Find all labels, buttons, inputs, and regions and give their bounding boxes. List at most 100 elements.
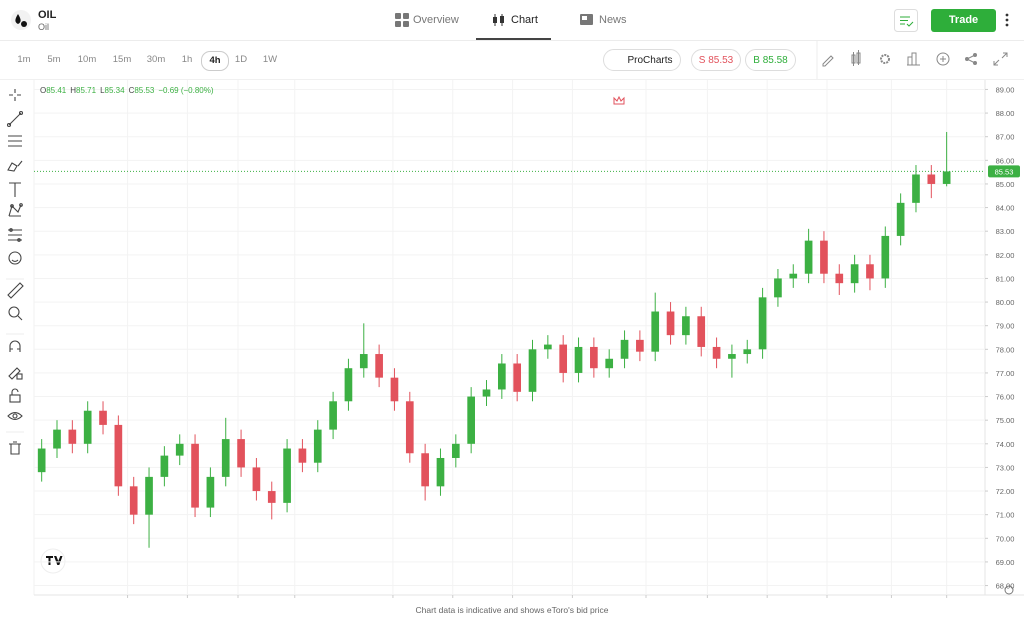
news-icon <box>580 14 593 25</box>
interval[interactable]: 30m <box>146 54 166 65</box>
candle-body <box>820 240 828 274</box>
candle-body <box>252 467 261 492</box>
candle-body <box>850 264 859 284</box>
x-tick-label: 22 <box>823 599 831 600</box>
chart-tools <box>816 41 1008 79</box>
x-tick-label: Mar <box>640 599 653 600</box>
x-tick-label: 15 <box>234 599 242 600</box>
candle-body <box>605 358 614 369</box>
candle-body <box>283 448 291 503</box>
ohlc-change: −0.69 (−0.80%) <box>158 86 213 95</box>
candle-body <box>528 349 537 392</box>
ohlc-value: 85.53 <box>134 86 155 95</box>
y-tick-label: 72.00 <box>996 487 1015 496</box>
candle-body <box>712 346 721 359</box>
candle-body <box>436 457 445 487</box>
x-tick-label: 22 <box>568 599 576 600</box>
y-tick-label: 84.00 <box>996 204 1015 213</box>
candle-body <box>191 443 199 508</box>
candle-body <box>68 429 77 444</box>
candle-body <box>574 346 583 373</box>
candle-body <box>221 439 230 477</box>
x-tick-label: 20 <box>291 599 299 600</box>
tab[interactable]: Chart <box>476 0 551 40</box>
y-tick-label: 76.00 <box>996 393 1015 402</box>
trade-button[interactable]: Trade <box>931 9 996 32</box>
ohlc-label: C <box>129 86 135 95</box>
tradingview-logo <box>40 548 66 574</box>
interval[interactable]: 1W <box>262 54 278 65</box>
candle-body <box>728 354 736 359</box>
candle-body <box>789 273 798 279</box>
candle-body <box>804 240 813 274</box>
candle-body <box>421 453 429 487</box>
settings-icon[interactable] <box>1004 585 1014 595</box>
candle-body <box>682 316 690 336</box>
candle-body <box>298 448 307 463</box>
interval[interactable]: 5m <box>47 54 61 65</box>
y-tick-label: 70.00 <box>996 534 1015 543</box>
watchlist-button[interactable] <box>894 9 918 32</box>
candle-body <box>544 344 552 350</box>
candle-body <box>497 363 506 390</box>
candle-body <box>83 410 92 444</box>
menu-button[interactable] <box>1004 12 1010 28</box>
header: OIL Oil Overview Chart News Trade <box>0 0 1024 41</box>
candle-body <box>912 174 920 203</box>
y-tick-label: 80.00 <box>996 298 1015 307</box>
candle-body <box>390 377 399 402</box>
x-tick-label: 8 <box>705 599 709 600</box>
y-tick-label: 81.00 <box>996 274 1015 283</box>
x-tick-label: 15 <box>763 599 771 600</box>
ohlc-label: L <box>100 86 105 95</box>
candle-body <box>53 429 61 449</box>
y-tick-label: 88.00 <box>996 109 1015 118</box>
candle-body <box>114 424 123 487</box>
symbol: OIL <box>38 9 57 21</box>
candle-body <box>129 486 138 515</box>
candle-body <box>774 278 782 298</box>
candle-body <box>651 311 660 352</box>
y-tick-label: 85.00 <box>996 180 1015 189</box>
interval[interactable]: 1h <box>181 54 193 65</box>
toolbar: 1m 5m 10m 15m 30m 1h 4h 1D 1W ProCharts … <box>0 41 1024 105</box>
candle-body <box>927 174 936 184</box>
candle-body <box>866 264 874 279</box>
instrument-name: Oil <box>38 22 49 32</box>
x-tick-label: 8 <box>451 599 455 600</box>
grid <box>34 80 985 595</box>
candle-body <box>467 396 475 444</box>
sell-button[interactable]: S 85.53 <box>691 49 741 71</box>
y-tick-label: 69.00 <box>996 558 1015 567</box>
interval[interactable]: 1m <box>17 54 31 65</box>
candle-body <box>942 171 951 184</box>
interval[interactable]: 4h <box>201 51 229 71</box>
tab[interactable]: Overview <box>413 14 459 26</box>
procharts-button[interactable]: ProCharts <box>603 49 681 71</box>
x-tick-label: Feb <box>386 599 399 600</box>
tab[interactable]: News <box>599 14 627 26</box>
candle-body <box>590 346 598 369</box>
crown-icon <box>613 96 625 105</box>
ohlc-value: 85.34 <box>105 86 126 95</box>
y-tick-label: 78.00 <box>996 345 1015 354</box>
candle-body <box>37 448 46 473</box>
x-tick-label: Apr <box>886 599 898 600</box>
interval[interactable]: 10m <box>77 54 97 65</box>
buy-button[interactable]: B 85.58 <box>745 49 796 71</box>
candle-body <box>620 339 629 359</box>
candle-body <box>758 297 767 350</box>
x-tick-label: 2024 <box>119 599 136 600</box>
candle-body <box>697 316 706 347</box>
candle-body <box>359 354 368 369</box>
overview-icon <box>395 13 409 27</box>
y-tick-label: 83.00 <box>996 227 1015 236</box>
candle-body <box>482 389 491 397</box>
y-tick-label: 77.00 <box>996 369 1015 378</box>
candle-body <box>145 476 153 515</box>
price-chart: 68.00 69.00 70.00 71.00 72.00 73.00 74.00 75.00… <box>33 80 1024 600</box>
y-tick-label: 74.00 <box>996 440 1015 449</box>
interval[interactable]: 15m <box>112 54 132 65</box>
y-tick-label: 68.00 <box>996 582 1015 591</box>
interval[interactable]: 1D <box>234 54 248 65</box>
